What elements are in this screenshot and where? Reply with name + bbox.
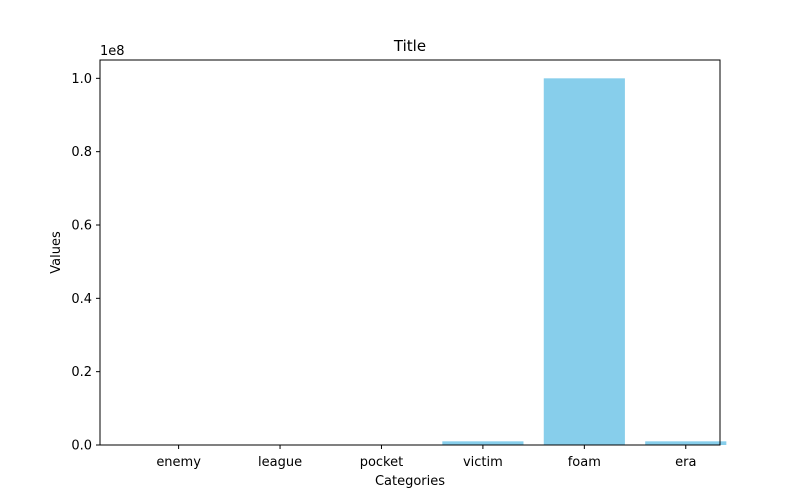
- x-tick-label: era: [675, 455, 696, 470]
- y-axis-ticks: 0.0 0.2 0.4 0.6 0.8 1.0: [71, 72, 100, 454]
- y-tick-label: 0.6: [71, 219, 92, 234]
- x-tick-label: victim: [463, 455, 503, 470]
- plot-frame: [99, 59, 721, 446]
- chart-title: Title: [393, 37, 426, 55]
- bar-era: [645, 441, 727, 445]
- x-tick-label: enemy: [156, 455, 201, 470]
- bar-victim: [442, 441, 524, 445]
- y-tick-label: 0.8: [71, 145, 92, 160]
- y-tick-label: 0.0: [71, 439, 92, 454]
- x-tick-label: foam: [568, 455, 601, 470]
- y-tick-label: 1.0: [71, 72, 92, 87]
- x-tick-label: league: [258, 455, 302, 470]
- y-offset-label: 1e8: [100, 44, 125, 59]
- x-axis-title: Categories: [375, 474, 445, 489]
- y-tick-label: 0.4: [71, 292, 92, 307]
- x-tick-label: pocket: [360, 455, 404, 470]
- y-axis-title: Values: [49, 231, 64, 274]
- bar-foam: [543, 78, 625, 445]
- y-tick-label: 0.2: [71, 365, 92, 380]
- bars-group: [442, 78, 727, 445]
- x-axis-ticks: enemy league pocket victim foam era: [156, 445, 696, 470]
